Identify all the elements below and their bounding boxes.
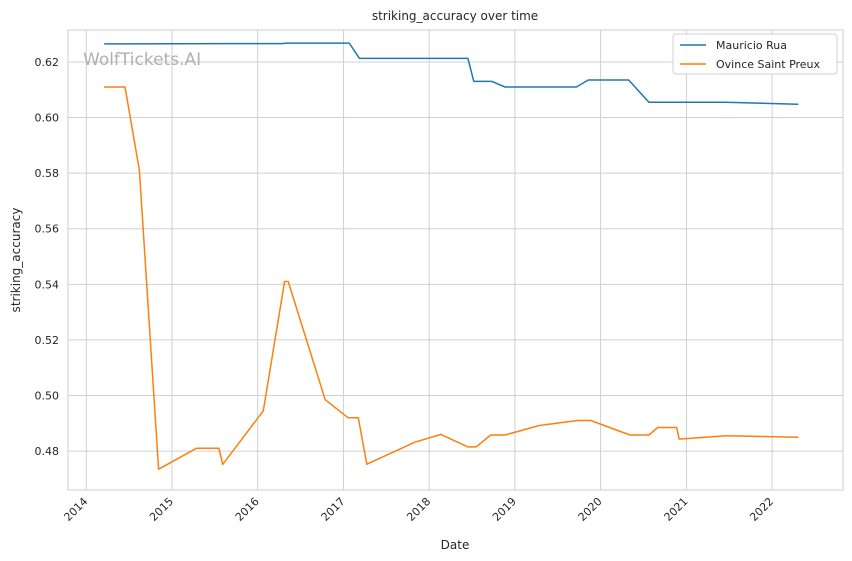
y-tick-label: 0.56 [35, 223, 60, 236]
y-tick-label: 0.60 [35, 112, 60, 125]
y-axis-title: striking_accuracy [9, 208, 23, 313]
series-layer [103, 42, 799, 470]
series-line-2 [103, 86, 799, 470]
plot-area [68, 30, 843, 490]
plot-frame [67, 29, 844, 491]
x-axis-title: Date [441, 538, 470, 552]
legend-label-2: Ovince Saint Preux [716, 58, 821, 71]
legend-label-1: Mauricio Rua [716, 39, 787, 52]
series-line-1 [103, 42, 799, 105]
y-tick-label: 0.48 [35, 445, 60, 458]
y-tick-labels: 0.48 0.50 0.52 0.54 0.56 0.58 0.60 0.62 [35, 56, 60, 458]
watermark: WolfTickets.AI [83, 50, 201, 70]
chart-title: striking_accuracy over time [372, 9, 538, 23]
y-tick-label: 0.50 [35, 389, 60, 402]
y-tick-label: 0.54 [35, 278, 60, 291]
grid [68, 30, 843, 490]
legend-box [672, 33, 838, 75]
legend: Mauricio Rua Ovince Saint Preux [672, 33, 838, 75]
y-tick-label: 0.62 [35, 56, 60, 69]
y-tick-label: 0.52 [35, 334, 60, 347]
y-tick-label: 0.58 [35, 167, 60, 180]
